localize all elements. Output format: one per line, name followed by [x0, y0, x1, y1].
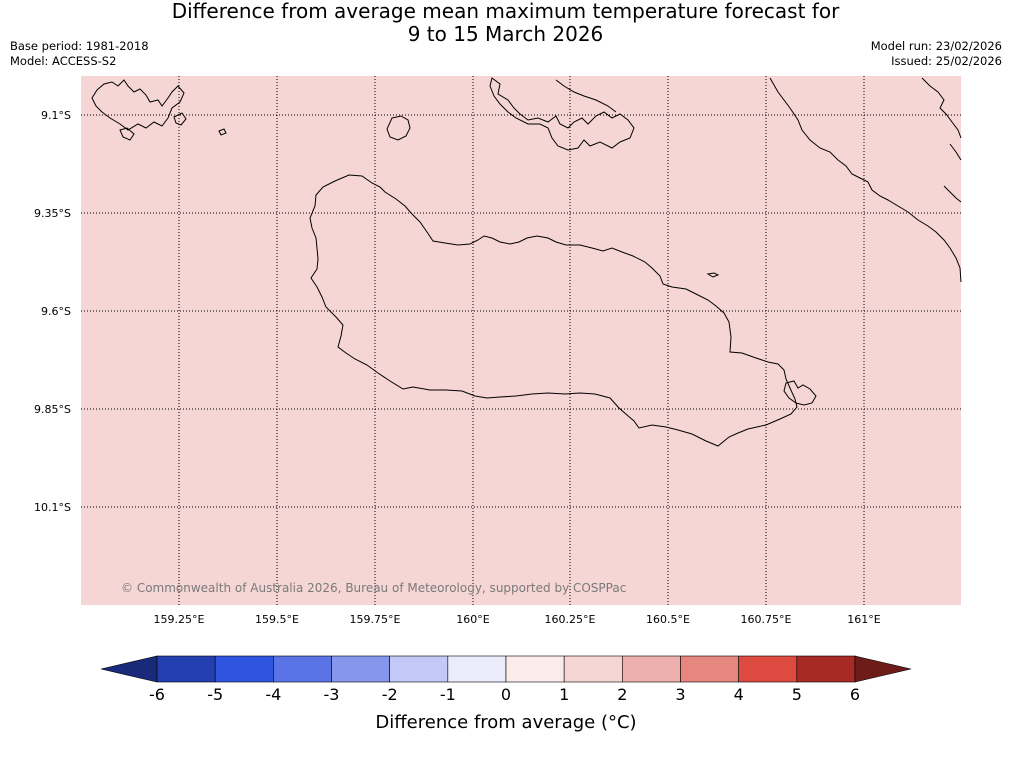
- colorbar-tick-label: 0: [501, 685, 511, 704]
- colorbar-tick-label: 3: [675, 685, 685, 704]
- coastline-russell-islands: [91, 79, 185, 131]
- coastline-marau-islets: [783, 380, 817, 406]
- colorbar-tick-label: 4: [734, 685, 744, 704]
- colorbar-bin: [156, 655, 216, 683]
- lat-label-9.1: 9.1°S: [41, 109, 71, 122]
- base-info: Base period: 1981-2018 Model: ACCESS-S2: [10, 39, 149, 69]
- colorbar-ticks: -6 -5 -4 -3 -2 -1 0 1 2 3 4 5 6: [149, 685, 860, 704]
- colorbar-tick-label: 6: [850, 685, 860, 704]
- lon-label-161: 161°E: [847, 613, 880, 626]
- colorbar-bin: [680, 655, 739, 683]
- coastlines: [91, 77, 962, 447]
- lat-label-9.85: 9.85°S: [34, 403, 71, 416]
- issued-date: Issued: 25/02/2026: [891, 54, 1002, 68]
- lon-label-159.25: 159.25°E: [154, 613, 205, 626]
- colorbar-tick-label: -2: [382, 685, 398, 704]
- colorbar-tick-label: -6: [149, 685, 165, 704]
- lon-label-159.75: 159.75°E: [350, 613, 401, 626]
- lat-label-10.1: 10.1°S: [34, 501, 71, 514]
- colorbar-tick-label: 2: [617, 685, 627, 704]
- coastline-florida-islands: [489, 77, 635, 151]
- colorbar-title: Difference from average (°C): [375, 712, 636, 733]
- lat-labels: 9.1°S 9.35°S 9.6°S 9.85°S 10.1°S: [34, 109, 71, 514]
- colorbar-bin: [505, 655, 565, 683]
- title-line-2: 9 to 15 March 2026: [407, 22, 604, 46]
- colorbar-bin: [447, 655, 507, 683]
- run-info: Model run: 23/02/2026 Issued: 25/02/2026: [871, 39, 1002, 69]
- lon-label-160.25: 160.25°E: [545, 613, 596, 626]
- colorbar-bin: [563, 655, 623, 683]
- colorbar-bin: [389, 655, 449, 683]
- lon-labels: 159.25°E 159.5°E 159.75°E 160°E 160.25°E…: [154, 613, 881, 626]
- colorbar-tick-label: -1: [440, 685, 456, 704]
- lon-label-160: 160°E: [456, 613, 489, 626]
- copyright-notice: © Commonwealth of Australia 2026, Bureau…: [121, 581, 626, 595]
- colorbar-bin: [214, 655, 274, 683]
- coastline-russell-islet-1: [173, 112, 187, 126]
- chart-title: Difference from average mean maximum tem…: [0, 0, 1011, 46]
- lon-label-160.75: 160.75°E: [741, 613, 792, 626]
- base-period: Base period: 1981-2018: [10, 39, 149, 53]
- colorbar-tick-label: 1: [559, 685, 569, 704]
- coastline-russell-islet-3: [218, 128, 227, 136]
- colorbar-tick-label: -5: [207, 685, 223, 704]
- colorbar-over-arrow: [854, 655, 912, 683]
- gridlines: [81, 76, 961, 605]
- coastline-russell-islet-2: [119, 127, 135, 141]
- colorbar-tick-label: -3: [324, 685, 340, 704]
- colorbar-bin: [738, 655, 798, 683]
- colorbar-bin: [622, 655, 681, 683]
- model-name: Model: ACCESS-S2: [10, 54, 117, 68]
- coastline-small-islet-east: [706, 272, 720, 278]
- map-area: [81, 76, 961, 605]
- coastline-florida-inner: [555, 79, 617, 113]
- coastline-malaita-north: [921, 77, 962, 139]
- coastline-malaita: [769, 77, 962, 283]
- coastline-guadalcanal: [309, 174, 798, 447]
- lat-label-9.6: 9.6°S: [41, 305, 71, 318]
- model-run: Model run: 23/02/2026: [870, 39, 1002, 53]
- coastline-small-island-west: [386, 115, 411, 141]
- colorbar-bin: [796, 655, 856, 683]
- coastline-malaita-north-2: [943, 143, 962, 203]
- colorbar-bins: [156, 655, 856, 683]
- colorbar-under-arrow: [100, 655, 158, 683]
- colorbar-bin: [331, 655, 390, 683]
- lon-label-160.5: 160.5°E: [646, 613, 690, 626]
- colorbar: -6 -5 -4 -3 -2 -1 0 1 2 3 4 5 6 Difference from aver…: [100, 655, 912, 733]
- title-line-1: Difference from average mean maximum tem…: [171, 0, 840, 23]
- colorbar-tick-label: 5: [792, 685, 802, 704]
- lon-label-159.5: 159.5°E: [255, 613, 299, 626]
- colorbar-tick-label: -4: [265, 685, 281, 704]
- colorbar-bin: [273, 655, 332, 683]
- lat-label-9.35: 9.35°S: [34, 207, 71, 220]
